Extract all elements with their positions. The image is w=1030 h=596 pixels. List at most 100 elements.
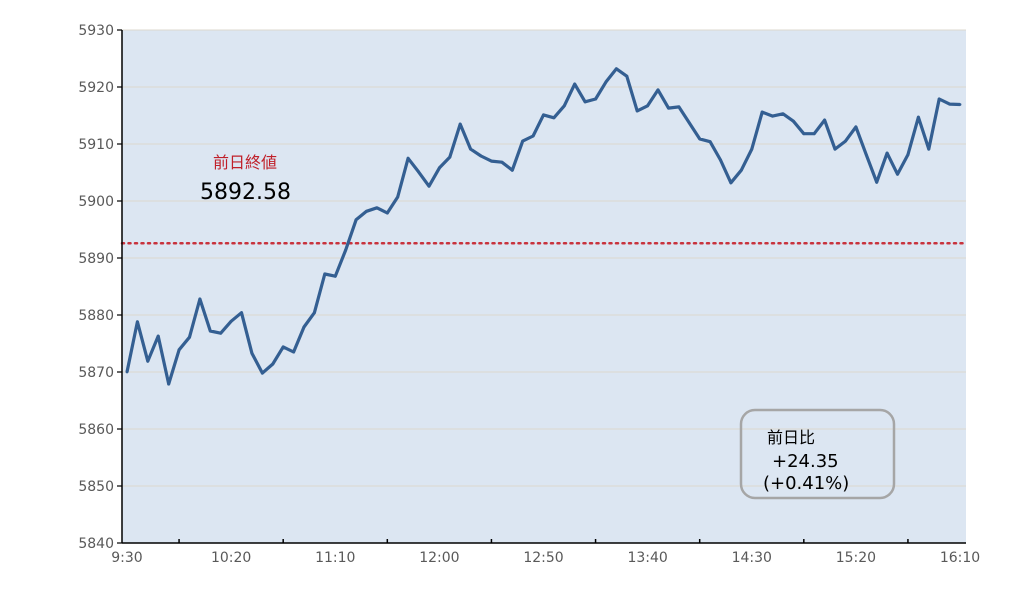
y-axis-ticks: 5840 5850 5860 5870 5880 5890 5900 5910 5920 5930 (78, 23, 122, 552)
data-point (354, 218, 358, 222)
data-point (208, 329, 212, 333)
data-point (167, 382, 171, 386)
data-point (375, 206, 379, 210)
data-point (760, 110, 764, 114)
data-point (771, 114, 774, 118)
data-point (916, 115, 920, 119)
data-point (156, 334, 160, 338)
data-point (729, 181, 733, 185)
data-point (552, 116, 556, 120)
data-point (792, 119, 795, 123)
data-point (698, 137, 702, 141)
x-tick-label: 16:10 (940, 550, 980, 566)
x-tick-label: 12:50 (523, 550, 563, 566)
data-point (583, 100, 587, 104)
data-point (219, 331, 223, 335)
data-point (250, 351, 254, 355)
data-point (448, 155, 452, 159)
data-point (323, 272, 327, 276)
data-point (479, 154, 483, 158)
x-tick-label: 14:30 (732, 550, 772, 566)
y-tick-label: 5860 (78, 422, 114, 438)
data-point (427, 184, 431, 188)
data-point (823, 118, 827, 122)
data-point (458, 122, 462, 126)
x-tick-label: 9:30 (111, 550, 142, 566)
data-point (490, 159, 493, 163)
data-point (812, 132, 816, 136)
data-point (604, 80, 608, 84)
data-point (719, 158, 722, 162)
data-point (906, 153, 910, 157)
data-point (708, 140, 712, 144)
data-point (396, 195, 400, 199)
data-point (500, 160, 504, 164)
data-point (229, 319, 233, 323)
data-point (594, 97, 597, 101)
data-point (739, 168, 743, 172)
data-point (802, 132, 806, 136)
data-point (927, 147, 931, 151)
data-point (146, 359, 150, 363)
data-point (844, 139, 847, 143)
data-point (240, 311, 243, 315)
data-point (365, 209, 368, 213)
x-tick-label: 15:20 (836, 550, 876, 566)
data-point (958, 103, 962, 106)
data-point (271, 362, 275, 366)
y-tick-label: 5930 (78, 23, 114, 39)
data-point (854, 125, 858, 129)
data-point (562, 104, 566, 108)
y-tick-label: 5840 (78, 536, 114, 552)
data-point (781, 112, 785, 116)
data-point (625, 74, 629, 78)
y-tick-label: 5910 (78, 137, 114, 153)
data-point (896, 172, 899, 176)
data-point (677, 105, 681, 109)
y-tick-label: 5880 (78, 308, 114, 324)
data-point (188, 335, 191, 339)
data-point (344, 248, 348, 252)
data-point (313, 311, 316, 315)
data-point (646, 104, 650, 108)
data-point (198, 297, 202, 301)
data-point (531, 134, 535, 138)
y-tick-label: 5920 (78, 80, 114, 96)
previous-close-label: 前日終値 (213, 153, 277, 172)
data-point (469, 147, 473, 151)
data-point (937, 97, 941, 101)
y-tick-label: 5890 (78, 251, 114, 267)
data-point (833, 147, 837, 151)
x-axis-ticks: 9:30 10:20 11:10 12:00 12:50 13:40 14:30 15:20 1… (111, 539, 980, 566)
data-point (125, 370, 129, 374)
data-point (177, 348, 181, 352)
plot-area (122, 30, 966, 543)
change-percent: (+0.41%) (763, 473, 849, 494)
x-tick-label: 10:20 (211, 550, 251, 566)
data-point (573, 82, 577, 86)
data-point (510, 168, 514, 172)
data-point (885, 151, 889, 155)
data-point (385, 211, 389, 215)
data-point (635, 109, 639, 113)
data-point (614, 67, 618, 71)
data-point (656, 88, 660, 92)
x-tick-label: 13:40 (627, 550, 667, 566)
y-tick-label: 5850 (78, 479, 114, 495)
data-point (542, 113, 545, 117)
data-point (417, 170, 420, 174)
change-value: +24.35 (772, 451, 839, 472)
previous-close-value: 5892.58 (200, 180, 291, 205)
data-point (302, 325, 306, 329)
data-point (292, 350, 295, 354)
y-tick-label: 5870 (78, 365, 114, 381)
x-tick-label: 12:00 (419, 550, 459, 566)
data-point (864, 153, 868, 157)
y-tick-label: 5900 (78, 194, 114, 210)
x-tick-label: 11:10 (315, 550, 355, 566)
change-annotation-box (739, 408, 896, 500)
data-point (281, 345, 285, 349)
data-point (750, 147, 754, 151)
data-points (125, 67, 962, 386)
